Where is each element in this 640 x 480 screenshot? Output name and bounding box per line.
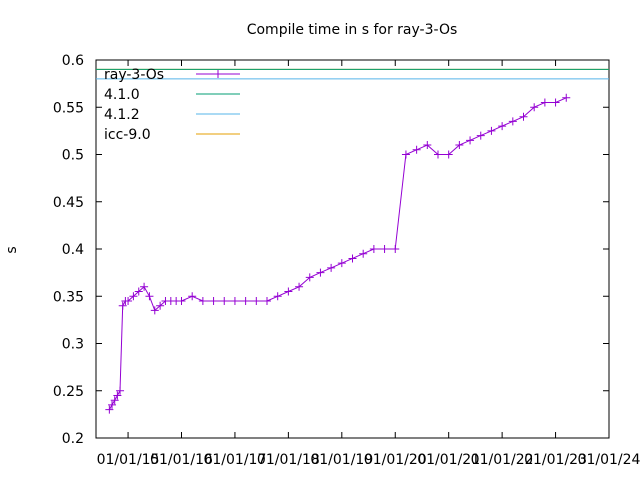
data-point — [129, 292, 138, 301]
data-point — [209, 296, 218, 305]
data-point — [113, 391, 122, 400]
data-point — [118, 301, 127, 310]
legend-label: icc-9.0 — [104, 127, 151, 143]
data-point — [252, 296, 261, 305]
series-line-ray-3-Os — [108, 97, 567, 410]
data-point — [337, 259, 346, 268]
data-point — [359, 249, 368, 258]
x-tick-label: 01/01/19 — [310, 452, 373, 468]
data-point — [177, 296, 186, 305]
data-point — [110, 396, 119, 405]
data-point — [530, 103, 539, 112]
data-point — [466, 136, 475, 145]
data-point — [316, 268, 325, 277]
data-point — [348, 254, 357, 263]
chart-title: Compile time in s for ray-3-Os — [247, 22, 458, 38]
data-point — [455, 141, 464, 150]
y-tick-label: 0.25 — [53, 384, 84, 400]
data-point — [263, 296, 271, 305]
y-tick-label: 0.4 — [62, 242, 84, 258]
legend-marker — [214, 70, 222, 78]
data-point — [198, 296, 207, 305]
y-tick-label: 0.6 — [62, 53, 84, 69]
plot-frame — [95, 59, 610, 439]
legend: ray-3-Os 4.1.0 4.1.2 icc-9.0 — [104, 67, 240, 143]
y-tick-label: 0.45 — [53, 195, 84, 211]
y-tick-label: 0.35 — [53, 289, 84, 305]
legend-label: 4.1.0 — [104, 87, 140, 103]
data-point — [305, 273, 314, 282]
data-point — [498, 122, 507, 131]
data-point — [423, 141, 432, 150]
data-point — [220, 296, 229, 305]
x-tick-label: 01/01/16 — [150, 452, 213, 468]
y-tick-label: 0.3 — [62, 337, 84, 353]
data-point — [401, 150, 410, 159]
data-point — [230, 296, 239, 305]
series-layer — [96, 68, 609, 414]
data-point — [562, 93, 571, 102]
x-tick-label: 01/01/21 — [417, 452, 480, 468]
data-point — [551, 98, 560, 107]
data-point — [412, 145, 421, 154]
data-point — [116, 386, 125, 395]
data-point — [434, 150, 442, 159]
data-point — [124, 296, 133, 305]
x-tick-label: 01/01/17 — [203, 452, 266, 468]
y-tick-label: 0.2 — [62, 431, 84, 447]
data-point — [369, 245, 378, 253]
y-tick-label: 0.5 — [62, 148, 84, 164]
y-axis-label: s — [4, 246, 20, 253]
data-point — [145, 292, 154, 301]
data-point — [140, 282, 149, 291]
legend-label: ray-3-Os — [104, 67, 164, 83]
data-point — [150, 306, 159, 315]
data-point — [380, 245, 389, 253]
x-tick-label: 01/01/22 — [471, 452, 534, 468]
data-point — [519, 112, 528, 121]
data-point — [327, 263, 336, 272]
x-tick-label: 01/01/18 — [257, 452, 320, 468]
data-point — [508, 117, 517, 126]
data-point — [241, 296, 250, 305]
x-tick-label: 01/01/20 — [364, 452, 427, 468]
data-point — [540, 98, 549, 107]
x-tick-label: 01/01/23 — [524, 452, 587, 468]
data-point — [391, 245, 400, 253]
y-ticks: 0.2 0.25 0.3 0.35 0.4 0.45 0.5 0.55 0.6 — [53, 53, 609, 447]
data-point — [284, 287, 293, 296]
data-point — [295, 282, 304, 291]
data-point — [188, 292, 197, 301]
data-point — [156, 301, 165, 310]
data-point — [487, 126, 496, 135]
data-point — [134, 287, 143, 296]
data-point — [444, 150, 453, 159]
x-tick-label: 01/01/24 — [578, 452, 640, 468]
x-ticks: 01/01/1501/01/1601/01/1701/01/1801/01/19… — [97, 60, 640, 468]
legend-label: 4.1.2 — [104, 107, 140, 123]
data-point — [105, 405, 114, 414]
y-tick-label: 0.55 — [53, 100, 84, 116]
data-point — [273, 292, 282, 301]
data-point — [476, 131, 485, 140]
x-tick-label: 01/01/15 — [97, 452, 160, 468]
data-point — [108, 400, 117, 409]
